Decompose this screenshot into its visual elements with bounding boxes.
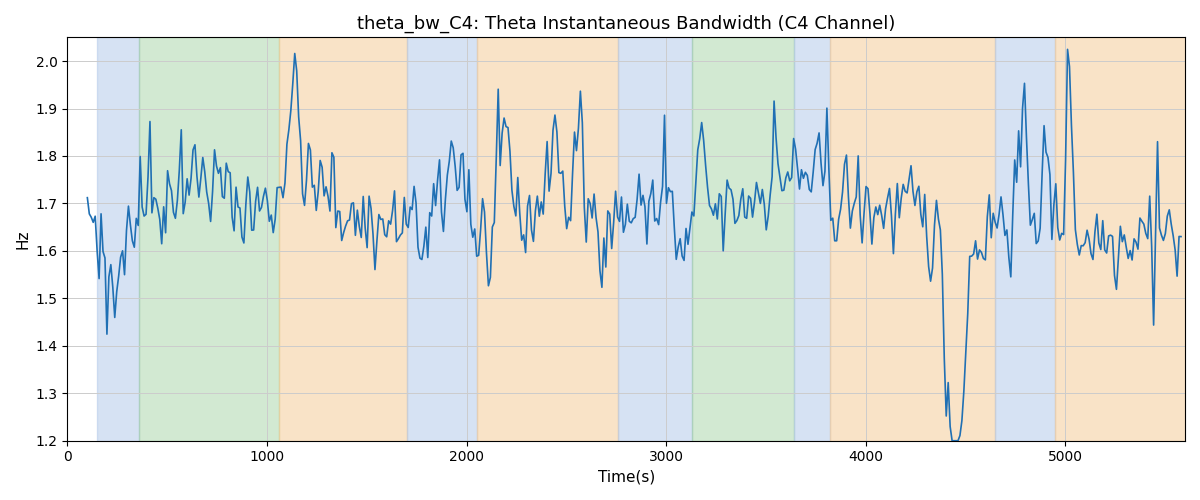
Bar	[476, 38, 618, 440]
Title: theta_bw_C4: Theta Instantaneous Bandwidth (C4 Channel): theta_bw_C4: Theta Instantaneous Bandwid…	[358, 15, 895, 34]
Bar	[407, 38, 476, 440]
Y-axis label: Hz: Hz	[16, 230, 30, 249]
Bar	[1055, 38, 1189, 440]
X-axis label: Time(s): Time(s)	[598, 470, 655, 485]
Bar	[829, 38, 996, 440]
Bar	[692, 38, 794, 440]
Bar	[996, 38, 1055, 440]
Bar	[278, 38, 407, 440]
Bar	[618, 38, 692, 440]
Bar	[97, 38, 139, 440]
Bar	[139, 38, 278, 440]
Bar	[794, 38, 829, 440]
